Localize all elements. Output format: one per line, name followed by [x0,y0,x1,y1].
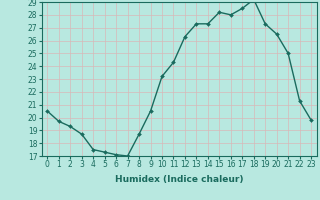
X-axis label: Humidex (Indice chaleur): Humidex (Indice chaleur) [115,175,244,184]
